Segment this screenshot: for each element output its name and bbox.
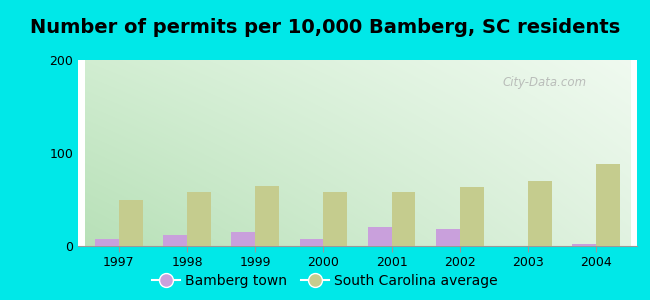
Bar (460, 188, 484, 246)
Text: Number of permits per 10,000 Bamberg, SC residents: Number of permits per 10,000 Bamberg, SC… (30, 18, 620, 37)
Bar (231, 232, 255, 246)
Bar (119, 200, 143, 246)
Bar (572, 244, 596, 246)
Bar (596, 164, 620, 246)
Bar (528, 181, 552, 246)
Text: City-Data.com: City-Data.com (503, 76, 587, 89)
Bar (255, 185, 279, 246)
Bar (95, 238, 119, 246)
Bar (300, 239, 324, 246)
Bar (391, 192, 415, 246)
Bar (368, 227, 391, 246)
Bar (163, 235, 187, 246)
Bar (436, 229, 460, 246)
Bar (187, 192, 211, 246)
Legend: Bamberg town, South Carolina average: Bamberg town, South Carolina average (146, 268, 504, 293)
Bar (324, 192, 347, 246)
